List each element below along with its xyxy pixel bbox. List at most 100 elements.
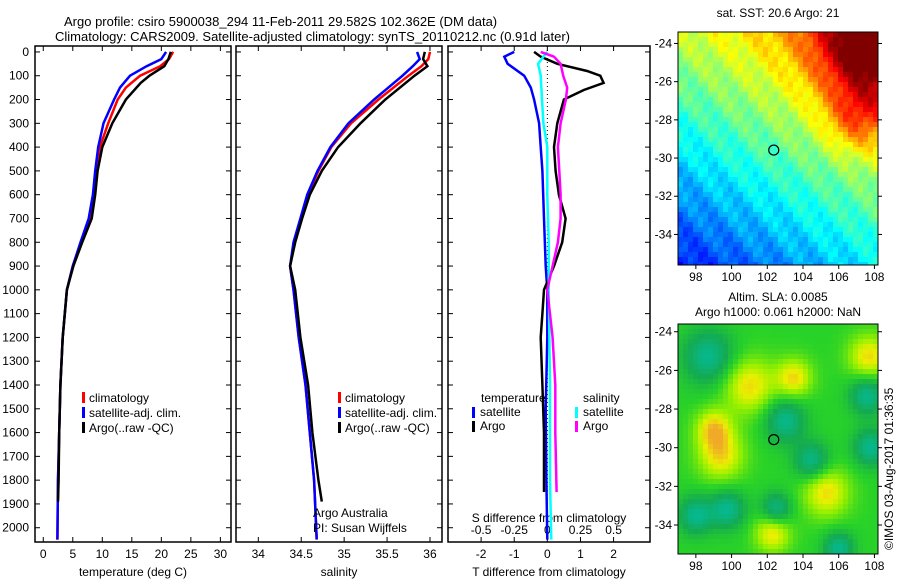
- sla-map-cell: [803, 539, 809, 545]
- sst-map-cell: [838, 247, 844, 253]
- sla-map-cell: [858, 429, 864, 435]
- sst-map-cell: [853, 157, 859, 163]
- depth-tick-label: 300: [9, 116, 29, 130]
- sst-map-cell: [848, 72, 854, 78]
- sla-map-cell: [743, 524, 749, 530]
- sla-map-cell: [853, 499, 859, 505]
- legend-swatch: [575, 421, 578, 432]
- sst-map-cell: [768, 97, 774, 103]
- sst-map-cell: [698, 227, 704, 233]
- sla-map-cell: [803, 519, 809, 525]
- sst-map-cell: [723, 102, 729, 108]
- sla-map-cell: [698, 429, 704, 435]
- sst-map-cell: [853, 262, 859, 266]
- sst-map-cell: [723, 242, 729, 248]
- sla-map-cell: [718, 489, 724, 495]
- sla-map-cell: [708, 334, 714, 340]
- sla-map-cell: [773, 534, 779, 540]
- sst-map-cell: [718, 82, 724, 88]
- sst-map-cell: [708, 177, 714, 183]
- sla-map-cell: [833, 379, 839, 385]
- sla-map-cell: [768, 324, 774, 330]
- sst-map-cell: [683, 182, 689, 188]
- sst-map-cell: [813, 92, 819, 98]
- sla-map-cell: [833, 324, 839, 330]
- sla-map-cell: [833, 334, 839, 340]
- sst-map-cell: [678, 242, 684, 248]
- sla-map-cell: [698, 449, 704, 455]
- sst-map-cell: [833, 227, 839, 233]
- sla-map-cell: [793, 324, 799, 330]
- sla-map-cell: [833, 399, 839, 405]
- sla-map-cell: [828, 439, 834, 445]
- sla-map-cell: [743, 359, 749, 365]
- sst-map-cell: [873, 182, 879, 188]
- sla-map-cell: [753, 444, 759, 450]
- sst-map-cell: [758, 212, 764, 218]
- sla-map-cell: [818, 404, 824, 410]
- sst-map-cell: [803, 197, 809, 203]
- sst-map-cell: [858, 232, 864, 238]
- sla-map-cell: [683, 399, 689, 405]
- sst-map-cell: [808, 62, 814, 68]
- sla-map-cell: [858, 539, 864, 545]
- sst-map-cell: [768, 242, 774, 248]
- sla-map-cell: [678, 464, 684, 470]
- sst-map-cell: [773, 42, 779, 48]
- sst-map-cell: [813, 222, 819, 228]
- sst-map-cell: [863, 237, 869, 243]
- sla-map-cell: [698, 534, 704, 540]
- sla-map-cell: [753, 434, 759, 440]
- sst-map-cell: [758, 147, 764, 153]
- sla-map-cell: [823, 464, 829, 470]
- sla-map-cell: [798, 459, 804, 465]
- sla-map-cell: [833, 439, 839, 445]
- sla-map-cell: [738, 379, 744, 385]
- sst-map-cell: [748, 167, 754, 173]
- sst-map-cell: [763, 192, 769, 198]
- sla-map-cell: [743, 354, 749, 360]
- sst-map-cell: [818, 87, 824, 93]
- sst-map-cell: [823, 247, 829, 253]
- sla-map-cell: [713, 439, 719, 445]
- sst-map-cell: [873, 127, 879, 133]
- sla-map-cell: [818, 539, 824, 545]
- sla-map-cell: [808, 489, 814, 495]
- sst-map-cell: [778, 82, 784, 88]
- sla-map-cell: [788, 479, 794, 485]
- sla-map-cell: [693, 524, 699, 530]
- sst-map-cell: [783, 142, 789, 148]
- sla-map-cell: [793, 389, 799, 395]
- sst-map-cell: [693, 147, 699, 153]
- sst-map-cell: [858, 107, 864, 113]
- sst-map-cell: [873, 157, 879, 163]
- sst-map-cell: [803, 77, 809, 83]
- sla-map-cell: [678, 454, 684, 460]
- sst-map-cell: [838, 37, 844, 43]
- sst-map-cell: [678, 52, 684, 58]
- sst-map-cell: [708, 227, 714, 233]
- sst-map-cell: [798, 252, 804, 258]
- sla-map-cell: [858, 399, 864, 405]
- sst-map-cell: [808, 47, 814, 53]
- sst-map-cell: [773, 247, 779, 253]
- sst-map-cell: [678, 167, 684, 173]
- sla-map-cell: [713, 544, 719, 550]
- sst-map-cell: [768, 212, 774, 218]
- sla-map-cell: [708, 544, 714, 550]
- sla-map-cell: [713, 349, 719, 355]
- sla-map-cell: [738, 499, 744, 505]
- sla-map-cell: [748, 384, 754, 390]
- sst-map-cell: [768, 107, 774, 113]
- sst-map-cell: [858, 247, 864, 253]
- sla-map-cell: [773, 339, 779, 345]
- sst-map-cell: [743, 122, 749, 128]
- sla-map-cell: [778, 524, 784, 530]
- sst-map-cell: [848, 132, 854, 138]
- sla-map-cell: [783, 434, 789, 440]
- x-tick-label: 5: [69, 547, 76, 561]
- sst-map-cell: [753, 167, 759, 173]
- sst-map-cell: [758, 42, 764, 48]
- sst-map-cell: [773, 202, 779, 208]
- sst-map-cell: [748, 227, 754, 233]
